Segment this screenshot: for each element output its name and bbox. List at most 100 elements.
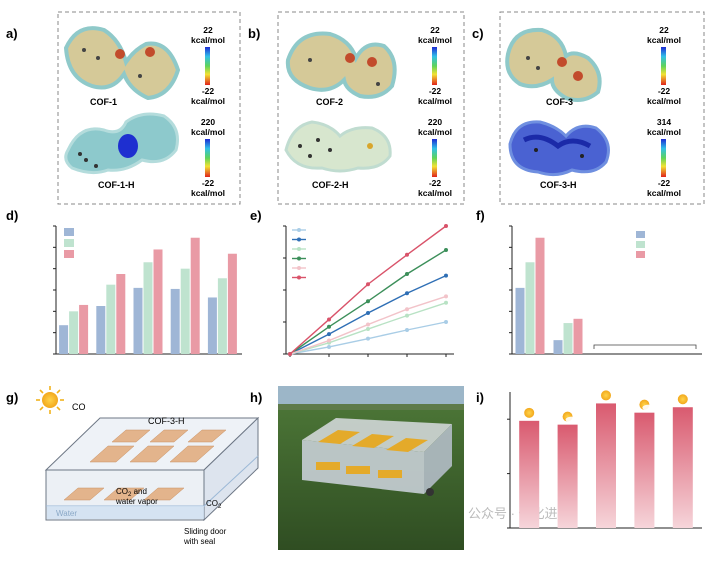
label-co2-vapor: CO2 and [116,487,147,498]
line-cof-3-h [289,225,447,355]
panel-letter-a: a) [6,26,18,41]
bar-cof-3-h-4 [227,253,237,354]
legend-swatch [636,241,645,248]
panel-letter-d: d) [6,208,18,223]
field-photo [278,386,464,550]
bar-cof-3-h-3 [190,237,200,354]
panel-letter-c: c) [472,26,484,41]
bar-cof-1-h-2 [133,287,143,354]
svg-text:kcal/mol: kcal/mol [647,35,681,45]
bar-cof-1-h-0 [59,325,69,354]
nd-bracket [593,344,697,349]
cloud [642,404,655,411]
point-cof-1-2 [366,336,370,341]
cloud [565,416,578,423]
sun-icon [639,399,655,411]
svg-text:kcal/mol: kcal/mol [191,35,225,45]
label-water-vapor: water vapor [115,497,158,506]
point-cof-1-4 [444,320,448,324]
mol-label-cof-1-h: COF-1-H [98,180,135,190]
panel-letter-i: i) [476,390,484,405]
legend-marker [297,266,301,270]
sun-disc [677,394,688,405]
label-water: Water [56,509,77,518]
esp-frame-b [277,11,465,205]
svg-text:kcal/mol: kcal/mol [647,127,681,137]
svg-text:kcal/mol: kcal/mol [418,96,452,106]
sun-icon [677,394,688,405]
color-scale-a1: 22 kcal/mol -22 kcal/mol [191,25,225,106]
esp-molecule-cof-2-h [284,120,392,173]
point-cof-3-1 [327,338,331,343]
legend-swatch [64,228,74,236]
svg-text:kcal/mol: kcal/mol [418,188,452,198]
point-cof-2-h-2 [366,299,370,304]
point-cof-2-4 [444,300,448,305]
bar-day-4 [634,412,655,528]
reactor-box-illustration [44,416,260,522]
bar-cof-1-h-1 [553,340,563,354]
sun-icon [524,407,535,418]
point-cof-2-h-4 [444,248,448,252]
svg-text:kcal/mol: kcal/mol [191,127,225,137]
svg-text:314: 314 [657,117,671,127]
esp-frame-a [57,11,241,205]
chart-f [509,225,702,355]
legend-marker [297,228,301,232]
panel-letter-h: h) [250,390,262,405]
legend-marker [297,275,301,280]
color-scale-a2: 220 kcal/mol -22 kcal/mol [191,117,225,198]
sun-disc [601,390,611,401]
svg-text:22: 22 [203,25,213,35]
legend-marker [297,256,301,261]
bar-cof-1-h-3 [170,288,180,354]
bar-cof-3-h-2 [153,249,163,354]
bar-day-3 [596,403,616,528]
bar-cof-3-h-0 [79,304,89,354]
point-cof-2-h-3 [405,272,409,276]
bar-cof-3-h-0 [535,237,545,354]
esp-molecule-cof-1-h [64,112,179,175]
panel-b: b) COF-2 COF-2-H 22 kcal/mol -22 kcal/mo… [248,11,465,205]
label-co: CO [72,402,86,412]
panel-h: h) [250,386,464,550]
legend-swatch [636,251,645,258]
label-sliding-door: Sliding door [184,527,227,536]
legend-swatch [636,231,645,238]
bar-cof-2-h-0 [525,262,535,354]
legend-marker [297,247,301,251]
bar-cof-3-h-1 [116,274,126,354]
point-cof-2-h-1 [327,324,331,329]
point-cof-3-3 [405,307,409,312]
svg-text:-22: -22 [658,86,671,96]
bar-cof-3-h-1 [573,318,583,354]
legend-marker [297,237,301,242]
svg-text:-22: -22 [202,86,215,96]
sun-icon [36,386,64,414]
mol-label-cof-3: COF-3 [546,97,573,107]
svg-text:-22: -22 [429,178,442,188]
point-cof-1-1 [327,344,331,349]
panel-letter-e: e) [250,208,262,223]
bar-cof-2-h-3 [180,268,190,354]
point-cof-3-h-0 [288,352,292,356]
point-cof-1-h-2 [366,311,370,316]
point-cof-1-3 [405,328,409,332]
panel-letter-f: f) [476,208,485,223]
color-scale-b2: 220 kcal/mol -22 kcal/mol [418,117,452,198]
label-cof-3-h: COF-3-H [148,416,185,426]
label-with-seal: with seal [183,537,215,546]
svg-text:22: 22 [430,25,440,35]
point-cof-3-h-1 [327,317,331,322]
point-cof-1-h-3 [405,291,409,296]
point-cof-2-2 [366,327,370,332]
bar-cof-1-h-1 [96,306,106,354]
color-scale-b1: 22 kcal/mol -22 kcal/mol [418,25,452,106]
svg-text:220: 220 [201,117,215,127]
panel-i: i) [476,390,702,529]
bar-cof-2-h-1 [106,284,116,354]
point-cof-3-h-2 [366,282,370,287]
svg-text:kcal/mol: kcal/mol [647,96,681,106]
bar-cof-1-h-4 [207,297,217,354]
